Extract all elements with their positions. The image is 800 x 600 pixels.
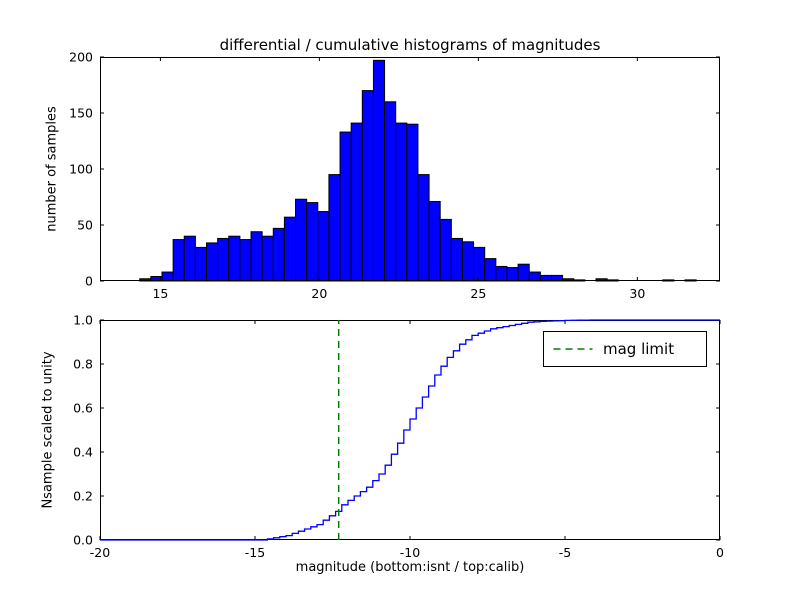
- histogram-bar: [384, 101, 397, 282]
- histogram-bar: [439, 218, 452, 282]
- histogram-bar: [361, 90, 374, 282]
- histogram-bar: [339, 131, 352, 282]
- x-tick-label: -10: [400, 545, 420, 560]
- histogram-bar: [417, 174, 430, 282]
- histogram-bar: [350, 122, 363, 282]
- x-tick-label: 30: [629, 286, 645, 301]
- y-tick-label: 100: [69, 162, 93, 177]
- histogram-bar: [484, 258, 497, 282]
- histogram-bar: [328, 174, 341, 282]
- histogram-bar: [517, 263, 530, 282]
- histogram-bar: [250, 231, 263, 282]
- y-tick-label: 0.6: [73, 401, 93, 416]
- histogram-bar: [261, 235, 274, 282]
- x-tick-label: -5: [559, 545, 571, 560]
- y-tick-label: 0.0: [73, 533, 93, 548]
- histogram-bar: [161, 271, 174, 282]
- histogram-bar: [306, 202, 319, 282]
- x-tick-label: 20: [311, 286, 327, 301]
- histogram-bar: [461, 241, 475, 282]
- histogram-bar: [272, 227, 285, 282]
- histogram-bar: [239, 239, 252, 282]
- y-tick-label: 0.4: [73, 445, 93, 460]
- chart-title: differential / cumulative histograms of …: [219, 36, 601, 54]
- histogram-bar: [295, 198, 308, 282]
- x-tick-label: 15: [152, 286, 168, 301]
- y-tick-label: 150: [69, 106, 93, 121]
- x-tick-label: 0: [716, 545, 724, 560]
- cumulative-curve: [100, 319, 720, 541]
- histogram-bar: [317, 211, 330, 282]
- histogram-bar: [506, 267, 519, 282]
- histogram-bar: [495, 265, 508, 282]
- y-axis-label-top: number of samples: [44, 106, 60, 232]
- histogram-bar: [217, 237, 230, 282]
- histogram-bar: [183, 235, 196, 282]
- histogram-bar: [428, 200, 441, 282]
- histogram-bar: [172, 239, 185, 282]
- x-axis-label: magnitude (bottom:isnt / top:calib): [295, 560, 525, 575]
- legend-label: mag limit: [603, 340, 675, 358]
- x-tick-label: -20: [90, 545, 110, 560]
- histogram-bar: [283, 216, 297, 282]
- y-axis-label-bottom: Nsample scaled to unity: [40, 351, 56, 509]
- histogram-bar: [194, 246, 208, 282]
- histogram-bar: [395, 122, 408, 282]
- histogram-bar: [206, 242, 219, 282]
- y-tick-label: 0.8: [73, 357, 93, 372]
- y-tick-label: 1.0: [73, 313, 93, 328]
- y-tick-label: 0: [85, 274, 93, 289]
- x-tick-label: -15: [245, 545, 265, 560]
- y-tick-label: 50: [77, 218, 93, 233]
- histogram-bar: [372, 59, 386, 282]
- histogram-bar: [406, 123, 419, 282]
- histogram-bar: [450, 237, 463, 282]
- x-tick-label: 25: [470, 286, 486, 301]
- y-tick-label: 0.2: [73, 489, 93, 504]
- histogram-bar: [228, 235, 241, 282]
- histogram-bar: [473, 246, 486, 282]
- y-tick-label: 200: [69, 50, 93, 65]
- histogram-bar: [528, 271, 541, 282]
